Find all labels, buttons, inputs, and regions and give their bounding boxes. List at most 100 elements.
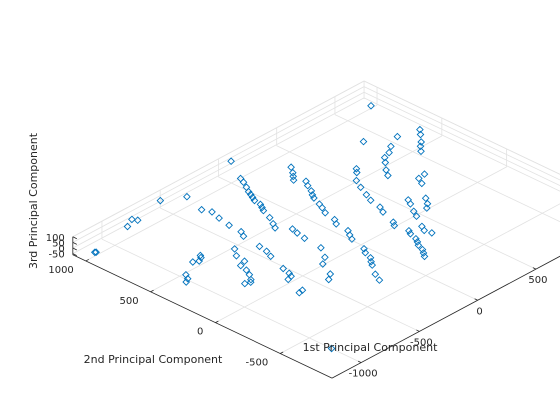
data-point-105: [420, 226, 429, 235]
y-tick-label-2: 500: [120, 296, 139, 307]
x-axis-label: 1st Principal Component: [303, 341, 438, 354]
data-point-1: [92, 248, 100, 257]
data-point-88: [414, 241, 423, 250]
x-tick-label-3: 500: [528, 275, 547, 286]
data-point-14: [247, 275, 255, 284]
x-tick-mark-3: [532, 267, 537, 270]
data-point-100: [352, 176, 361, 185]
data-point-52: [256, 200, 265, 209]
data-point-8: [196, 251, 205, 260]
data-point-12: [240, 279, 249, 288]
data-point-54: [248, 193, 257, 202]
data-point-111: [404, 196, 413, 204]
data-point-32: [225, 221, 233, 230]
data-point-21: [295, 288, 304, 297]
data-point-121: [421, 194, 430, 203]
data-point-80: [302, 177, 310, 186]
data-point-86: [419, 249, 428, 257]
data-point-110: [406, 200, 415, 208]
data-point-83: [288, 168, 297, 177]
z-tick-mark-1: [72, 247, 77, 251]
data-point-34: [197, 205, 206, 214]
data-point-124: [417, 147, 425, 156]
data-point-95: [379, 208, 387, 216]
data-point-99: [356, 183, 365, 192]
data-point-94: [389, 218, 398, 227]
data-point-61: [375, 276, 384, 284]
data-point-106: [418, 222, 426, 231]
data-point-30: [239, 232, 248, 241]
x-tick-mark-2: [474, 298, 478, 301]
data-point-22: [298, 286, 307, 295]
data-point-97: [366, 196, 375, 205]
data-point-29: [255, 242, 264, 251]
data-point-17: [236, 261, 245, 270]
data-point-18: [240, 257, 249, 266]
data-point-25: [285, 269, 294, 278]
x-tick-label-0: -1000: [349, 369, 378, 380]
data-point-59: [236, 174, 245, 183]
data-point-9: [123, 222, 132, 231]
y-tick-label-0: -500: [245, 358, 268, 369]
z-tick-label-1: 0: [58, 244, 64, 255]
points-layer: [90, 101, 436, 353]
data-point-96: [376, 203, 384, 211]
data-point-47: [271, 224, 279, 232]
box-edge-top-side: [363, 80, 560, 175]
data-point-89: [413, 238, 422, 246]
data-point-81: [289, 176, 298, 184]
data-point-126: [417, 138, 426, 146]
data-point-11: [128, 215, 136, 224]
data-point-19: [232, 251, 241, 260]
data-point-63: [368, 261, 377, 269]
data-point-82: [289, 172, 298, 181]
data-point-120: [423, 199, 432, 208]
data-point-46: [288, 225, 297, 233]
data-point-37: [156, 196, 165, 205]
data-point-125: [416, 142, 425, 151]
data-point-48: [269, 219, 277, 228]
y-tick-label-1: 0: [197, 327, 203, 338]
data-point-92: [405, 226, 413, 235]
z-tick-label-0: -50: [48, 250, 64, 261]
data-point-50: [259, 206, 268, 215]
grid-layer: [72, 80, 560, 363]
data-point-98: [362, 190, 371, 199]
z-tick-label-3: 100: [46, 233, 65, 244]
data-point-104: [367, 101, 375, 110]
data-point-44: [300, 234, 309, 243]
box-edge-top-back: [72, 80, 365, 238]
grid-line-floor-x-2: [218, 176, 478, 301]
x-tick-label-1: -500: [410, 337, 433, 348]
data-point-112: [384, 171, 392, 180]
data-point-43: [317, 243, 325, 252]
data-point-42: [321, 253, 329, 262]
data-point-90: [412, 234, 420, 243]
data-point-73: [321, 208, 330, 217]
data-point-0: [90, 248, 99, 257]
data-point-60: [227, 157, 235, 166]
data-point-117: [387, 142, 395, 151]
z-tick-label-2: 50: [52, 238, 65, 249]
data-point-115: [380, 153, 389, 162]
data-point-114: [381, 158, 390, 167]
data-point-77: [308, 191, 317, 199]
data-point-38: [327, 344, 336, 353]
data-point-123: [414, 174, 423, 183]
data-point-39: [324, 275, 333, 284]
grid-line-floor-y-1: [215, 166, 507, 323]
data-point-4: [182, 270, 190, 279]
grid-line-floor-x-3: [276, 145, 537, 270]
data-point-57: [242, 183, 251, 192]
data-point-45: [293, 229, 302, 237]
data-point-26: [279, 264, 288, 273]
data-point-87: [418, 245, 427, 254]
z-axis-label: 3rd Principal Component: [27, 132, 40, 269]
data-point-41: [318, 260, 327, 268]
data-point-33: [215, 214, 223, 222]
grid-line-side-z-1: [363, 91, 560, 186]
data-point-20: [230, 245, 239, 253]
data-point-128: [416, 125, 424, 134]
